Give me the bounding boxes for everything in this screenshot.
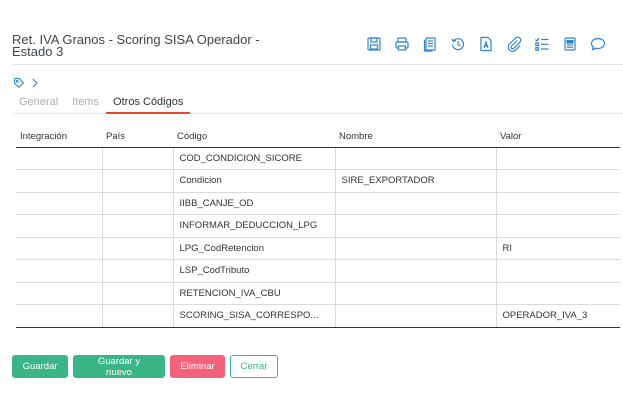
cell-pais[interactable] [102, 282, 174, 305]
cell-codigo[interactable]: Condicion [173, 169, 336, 193]
tab-items[interactable]: Items [72, 96, 100, 108]
column-header-integracion[interactable]: Integración [16, 127, 102, 148]
cell-codigo[interactable]: LPG_CodRetencion [173, 237, 336, 260]
cell-nombre[interactable]: SIRE_EXPORTADOR [335, 169, 497, 193]
codes-table: Integración País Código Nombre Valor COD… [16, 127, 620, 328]
page-header: Ret. IVA Granos - Scoring SISA Operador … [12, 32, 282, 59]
table-row[interactable]: LPG_CodRetencion RI [16, 237, 620, 260]
tags-area[interactable] [13, 77, 41, 89]
cell-integracion[interactable] [16, 259, 103, 283]
cell-valor[interactable] [496, 259, 620, 283]
cell-pais[interactable] [102, 169, 174, 193]
table-row[interactable]: INFORMAR_DEDUCCION_LPG [16, 214, 620, 238]
delete-button[interactable]: Eliminar [170, 355, 225, 378]
checklist-icon[interactable] [534, 36, 550, 52]
table-row[interactable]: COD_CONDICION_SICORE [16, 147, 620, 170]
cell-nombre[interactable] [335, 259, 497, 283]
cell-pais[interactable] [102, 304, 174, 328]
cell-integracion[interactable] [16, 214, 103, 238]
print-icon[interactable] [394, 36, 410, 52]
cell-integracion[interactable] [16, 147, 103, 170]
cell-valor[interactable] [496, 147, 620, 170]
cell-integracion[interactable] [16, 304, 103, 328]
header-divider [12, 64, 623, 65]
tab-bar: General Items Otros Códigos [12, 94, 623, 114]
save-icon[interactable] [366, 36, 382, 52]
cell-nombre[interactable] [335, 304, 497, 328]
cell-valor[interactable]: RI [496, 237, 620, 260]
cell-valor[interactable] [496, 169, 620, 193]
save-button[interactable]: Guardar [12, 355, 68, 378]
cell-valor[interactable] [496, 192, 620, 215]
cell-pais[interactable] [102, 214, 174, 238]
cell-integracion[interactable] [16, 282, 103, 305]
notes-icon[interactable] [562, 36, 578, 52]
table-header-row: Integración País Código Nombre Valor [16, 127, 620, 148]
cell-nombre[interactable] [335, 147, 497, 170]
cell-pais[interactable] [102, 147, 174, 170]
cell-codigo[interactable]: LSP_CodTributo [173, 259, 336, 283]
cell-codigo[interactable]: COD_CONDICION_SICORE [173, 147, 336, 170]
column-header-codigo[interactable]: Código [173, 127, 335, 148]
cell-pais[interactable] [102, 192, 174, 215]
column-header-valor[interactable]: Valor [496, 127, 620, 148]
cell-codigo[interactable]: IIBB_CANJE_OD [173, 192, 336, 215]
cell-nombre[interactable] [335, 192, 497, 215]
column-header-nombre[interactable]: Nombre [335, 127, 496, 148]
attach-icon[interactable] [506, 36, 522, 52]
table-row[interactable]: Condicion SIRE_EXPORTADOR [16, 169, 620, 193]
cell-nombre[interactable] [335, 282, 497, 305]
column-header-pais[interactable]: País [102, 127, 173, 148]
cell-codigo[interactable]: INFORMAR_DEDUCCION_LPG [173, 214, 336, 238]
cell-pais[interactable] [102, 237, 174, 260]
page-title: Ret. IVA Granos - Scoring SISA Operador … [12, 32, 260, 59]
cell-nombre[interactable] [335, 214, 497, 238]
cell-integracion[interactable] [16, 169, 103, 193]
cell-integracion[interactable] [16, 192, 103, 215]
table-row[interactable]: RETENCION_IVA_CBU [16, 282, 620, 305]
cell-integracion[interactable] [16, 237, 103, 260]
cell-codigo[interactable]: RETENCION_IVA_CBU [173, 282, 336, 305]
table-row[interactable]: SCORING_SISA_CORRESPO... OPERADOR_IVA_3 [16, 304, 620, 328]
chevron-right-icon[interactable] [29, 77, 41, 89]
pdf-icon[interactable] [478, 36, 494, 52]
cell-valor[interactable]: OPERADOR_IVA_3 [496, 304, 620, 328]
copy-icon[interactable] [422, 36, 438, 52]
cell-valor[interactable] [496, 214, 620, 238]
history-icon[interactable] [450, 36, 466, 52]
close-button[interactable]: Cerrar [230, 355, 278, 378]
cell-valor[interactable] [496, 282, 620, 305]
tag-icon[interactable] [13, 77, 25, 89]
tab-general[interactable]: General [19, 96, 59, 108]
cell-nombre[interactable] [335, 237, 497, 260]
toolbar [366, 36, 618, 52]
form-actions: Guardar Guardar y nuevo Eliminar Cerrar [12, 355, 283, 378]
tab-otros-codigos[interactable]: Otros Códigos [106, 94, 191, 114]
table-row[interactable]: LSP_CodTributo [16, 259, 620, 283]
comment-icon[interactable] [590, 36, 606, 52]
save-and-new-button[interactable]: Guardar y nuevo [73, 355, 165, 378]
cell-pais[interactable] [102, 259, 174, 283]
cell-codigo[interactable]: SCORING_SISA_CORRESPO... [173, 304, 336, 328]
table-row[interactable]: IIBB_CANJE_OD [16, 192, 620, 215]
